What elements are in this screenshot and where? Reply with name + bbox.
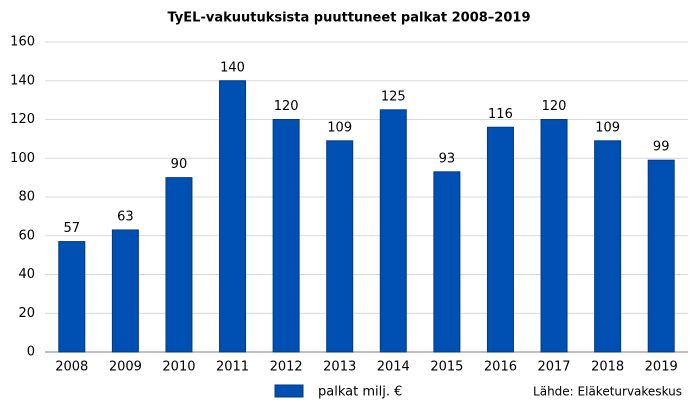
data-label: 109 xyxy=(595,120,620,135)
x-tick-label: 2015 xyxy=(430,360,463,375)
y-tick-label: 80 xyxy=(18,190,35,205)
y-tick-label: 0 xyxy=(27,345,35,360)
x-tick-label: 2019 xyxy=(645,360,678,375)
x-tick-label: 2009 xyxy=(109,360,142,375)
data-label: 125 xyxy=(381,89,406,104)
bar xyxy=(111,229,139,353)
bar xyxy=(647,159,675,353)
bar xyxy=(486,126,514,353)
legend-label: palkat milj. € xyxy=(318,385,402,400)
y-tick-label: 160 xyxy=(10,35,35,50)
y-tick-label: 20 xyxy=(18,306,35,321)
bar xyxy=(219,80,247,353)
x-tick-label: 2008 xyxy=(55,360,88,375)
x-tick-label: 2010 xyxy=(162,360,195,375)
data-label: 120 xyxy=(274,99,299,114)
data-label: 93 xyxy=(439,151,456,166)
y-tick-label: 40 xyxy=(18,267,35,282)
bar xyxy=(326,140,354,353)
data-label: 140 xyxy=(220,60,245,75)
data-label: 90 xyxy=(171,157,188,172)
bar xyxy=(58,241,86,353)
data-label: 99 xyxy=(653,140,670,155)
bar xyxy=(272,119,300,353)
x-tick-label: 2016 xyxy=(484,360,517,375)
y-tick-label: 60 xyxy=(18,228,35,243)
chart-title: TyEL-vakuutuksista puuttuneet palkat 200… xyxy=(167,11,530,26)
bar xyxy=(540,119,568,353)
bar xyxy=(379,109,407,353)
source-note: Lähde: Eläketurvakeskus xyxy=(533,385,682,399)
x-tick-label: 2013 xyxy=(323,360,356,375)
legend-swatch xyxy=(274,384,304,398)
x-tick-label: 2014 xyxy=(377,360,410,375)
x-tick-label: 2018 xyxy=(591,360,624,375)
data-label: 57 xyxy=(64,221,81,236)
data-label: 116 xyxy=(488,107,513,122)
bar xyxy=(165,177,193,353)
x-tick-label: 2012 xyxy=(270,360,303,375)
x-tick-label: 2017 xyxy=(537,360,570,375)
data-label: 63 xyxy=(117,209,134,224)
x-tick-label: 2011 xyxy=(216,360,249,375)
y-tick-label: 140 xyxy=(10,73,35,88)
data-label: 109 xyxy=(327,120,352,135)
y-tick-label: 120 xyxy=(10,112,35,127)
data-label: 120 xyxy=(542,99,567,114)
y-tick-label: 100 xyxy=(10,151,35,166)
bar xyxy=(433,171,461,353)
bar xyxy=(594,140,622,353)
